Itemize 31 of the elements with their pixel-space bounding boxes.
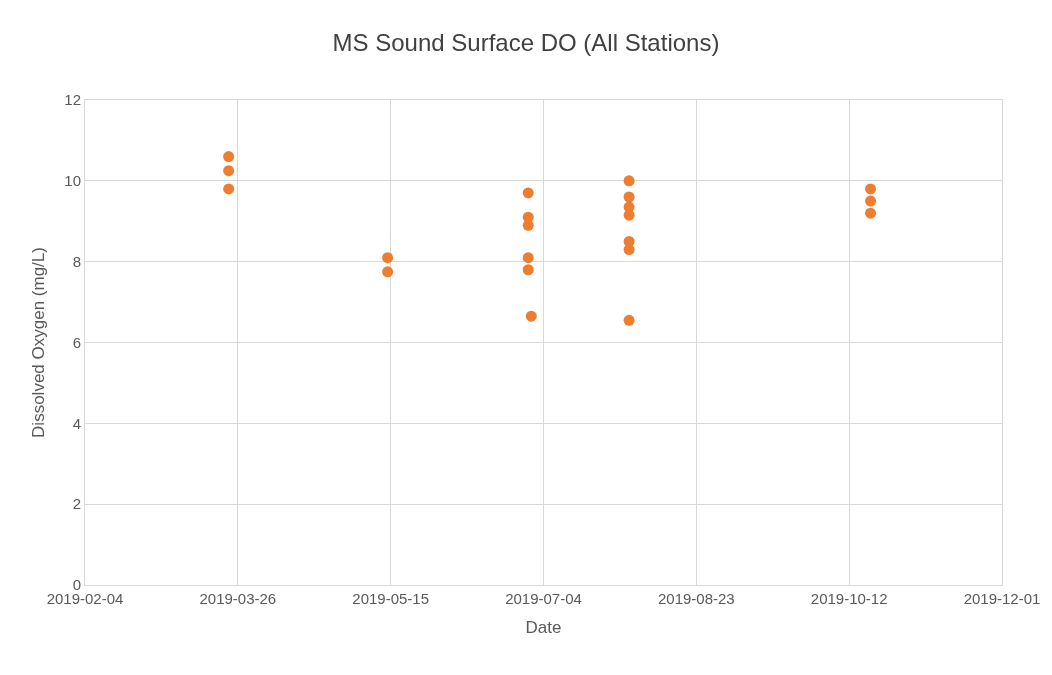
- y-tick-label: 10: [64, 172, 81, 190]
- point: [223, 183, 235, 195]
- point: [865, 183, 877, 195]
- point: [525, 310, 537, 322]
- x-tick-label: 2019-05-15: [352, 590, 430, 607]
- point: [623, 314, 635, 326]
- point: [623, 175, 635, 187]
- x-tick-label: 2019-10-12: [810, 590, 888, 607]
- point: [522, 264, 534, 276]
- x-tick-label: 2019-07-04: [505, 590, 582, 607]
- y-tick-label: 4: [72, 414, 81, 432]
- y-tick-label: 8: [72, 252, 81, 270]
- x-axis-title: Date: [525, 618, 562, 638]
- y-tick-label: 6: [72, 333, 81, 351]
- y-tick-label: 12: [64, 91, 81, 109]
- point: [382, 266, 394, 278]
- point: [865, 207, 877, 219]
- point: [623, 244, 635, 256]
- x-tick-label: 2019-12-01: [963, 590, 1041, 607]
- point: [522, 187, 534, 199]
- point: [623, 191, 635, 203]
- point: [522, 252, 534, 264]
- point: [223, 151, 235, 163]
- y-axis-title: Dissolved Oxygen (mg/L): [28, 247, 48, 438]
- y-tick-label: 2: [72, 495, 81, 513]
- point: [223, 165, 235, 177]
- x-tick-label: 2019-08-23: [657, 590, 735, 607]
- x-tick-label: 2019-03-26: [199, 590, 277, 607]
- point: [382, 252, 394, 264]
- chart-title: MS Sound Surface DO (All Stations): [332, 28, 720, 56]
- point: [865, 195, 877, 207]
